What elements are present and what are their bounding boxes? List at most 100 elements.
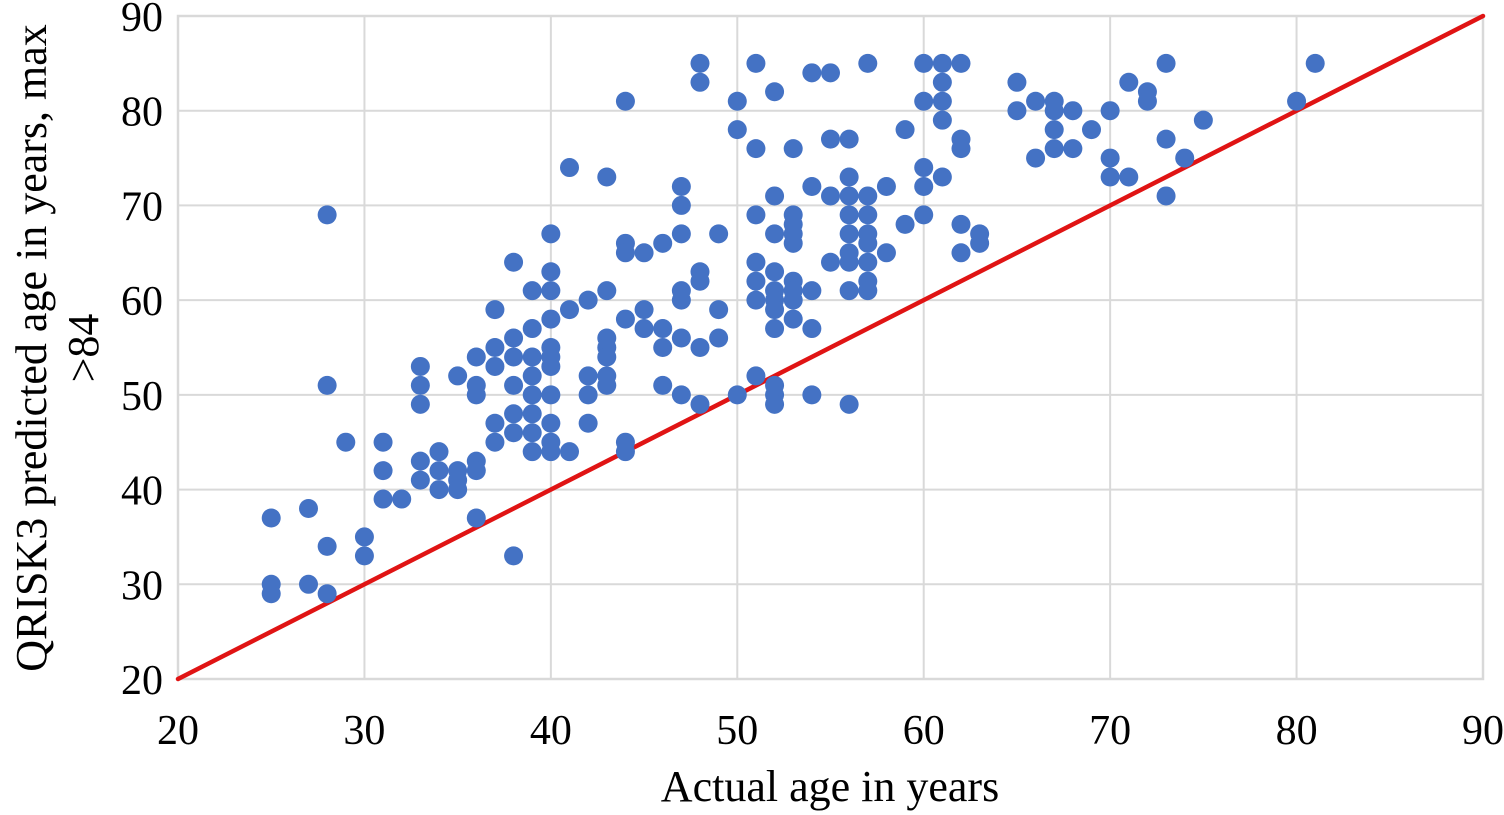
data-point [597,167,617,187]
data-point [1287,91,1307,111]
y-tick-label: 90 [121,0,163,41]
y-tick-label: 70 [121,184,163,230]
data-point [541,224,561,244]
data-point [466,347,486,367]
data-point [410,375,430,395]
data-point [858,205,878,225]
data-point [839,129,859,149]
data-point [1026,91,1046,111]
data-point [746,366,766,386]
data-point [690,338,710,357]
data-point [504,423,524,443]
data-point [932,110,952,130]
data-point [653,338,673,357]
data-point [783,290,803,310]
data-point [504,546,524,566]
data-point [410,394,430,414]
data-point [317,584,337,604]
data-point [578,290,598,310]
data-point [485,356,505,376]
data-point [876,176,896,196]
y-tick-label: 30 [121,563,163,609]
data-points-group [261,53,1325,604]
data-point [504,252,524,272]
data-point [858,53,878,73]
data-point [746,53,766,73]
data-point [541,309,561,329]
data-point [932,72,952,92]
data-point [317,536,337,556]
data-point [858,281,878,301]
data-point [1137,91,1157,111]
data-point [429,480,449,500]
data-point [765,262,785,282]
data-point [858,252,878,272]
data-point [448,366,468,386]
x-tick-label: 30 [343,708,385,754]
data-point [746,271,766,291]
data-point [1044,139,1064,159]
y-axis-title: QRISK3 predicted age in years, max >84 [7,24,108,672]
data-point [317,375,337,395]
data-point [914,91,934,111]
data-point [783,309,803,329]
y-tick-label: 80 [121,90,163,136]
data-point [504,375,524,395]
x-tick-label: 50 [716,708,758,754]
data-point [1175,148,1195,168]
data-point [485,338,505,357]
data-point [485,300,505,320]
data-point [429,461,449,481]
data-point [746,290,766,310]
data-point [653,319,673,339]
y-axis-title-line2: >84 [59,314,108,383]
data-point [802,385,822,405]
data-point [373,489,393,509]
x-tick-label: 90 [1462,708,1504,754]
data-point [746,252,766,272]
data-point [1007,72,1027,92]
data-point [1007,101,1027,121]
data-point [560,158,579,178]
data-point [560,300,579,320]
data-point [821,129,840,149]
data-point [858,186,878,206]
data-point [671,328,691,348]
x-axis-tick-labels: 20 30 40 50 60 70 80 90 [157,708,1504,754]
data-point [578,366,598,386]
data-point [709,300,729,320]
x-tick-label: 60 [903,708,945,754]
data-point [1100,167,1120,187]
data-point [410,451,430,471]
data-point [541,262,561,282]
data-point [522,281,542,301]
data-point [578,413,598,433]
data-point [522,404,542,424]
data-point [485,432,505,452]
data-point [932,53,952,73]
data-point [634,300,654,320]
data-point [1193,110,1213,130]
data-point [783,233,803,253]
data-point [653,233,673,253]
data-point [839,167,859,187]
x-tick-label: 80 [1276,708,1318,754]
data-point [821,252,840,272]
data-point [597,347,617,367]
data-point [299,499,318,519]
data-point [709,224,729,244]
data-point [261,584,281,604]
data-point [429,442,449,462]
data-point [765,300,785,320]
data-point [466,508,486,528]
data-point [839,186,859,206]
plot-area-border [176,14,1485,681]
data-point [541,385,561,405]
data-point [1156,186,1176,206]
data-point [522,442,542,462]
data-point [914,176,934,196]
data-point [821,63,840,83]
data-point [1119,167,1139,187]
data-point [839,205,859,225]
